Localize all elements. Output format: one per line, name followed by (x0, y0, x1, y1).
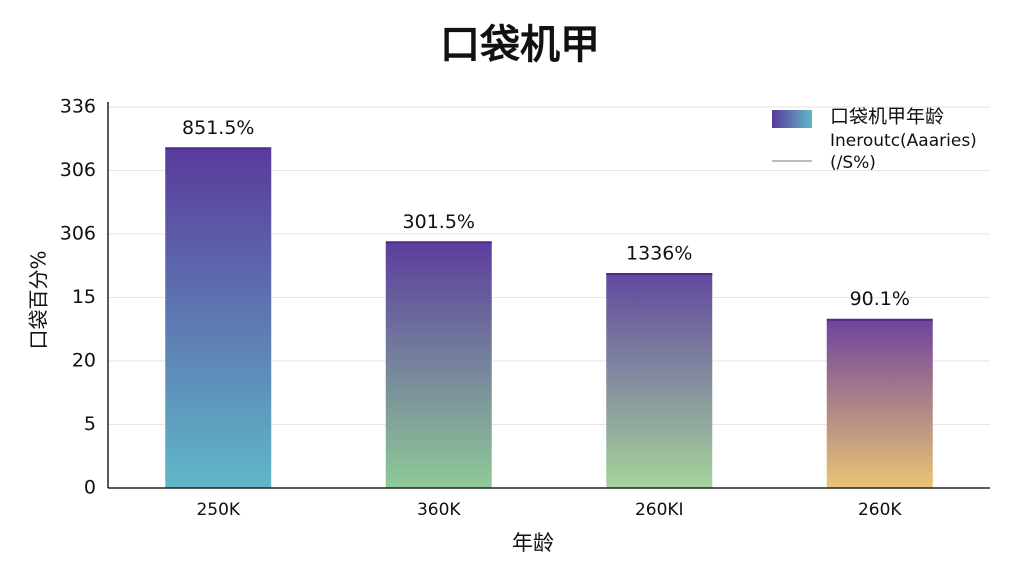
legend-swatch (772, 110, 812, 128)
bar (165, 148, 272, 488)
legend-label: 口袋机甲年龄 (830, 106, 944, 128)
data-label: 1336% (626, 243, 692, 265)
y-tick-label: 15 (72, 286, 96, 308)
y-tick-label: 306 (60, 159, 96, 181)
bar (606, 274, 713, 488)
legend-note: (/S%) (830, 153, 876, 173)
y-tick-label: 0 (84, 477, 96, 499)
x-tick-label: 250K (196, 500, 240, 520)
data-label: 90.1% (850, 288, 910, 310)
x-axis-label: 年龄 (512, 531, 554, 555)
y-tick-label: 5 (84, 413, 96, 435)
y-axis-label: 口袋百分% (27, 250, 51, 349)
legend-note: Ineroutc(Aaaries) (830, 131, 977, 151)
bar (826, 319, 933, 488)
bar (385, 242, 492, 488)
x-tick-label: 260K (858, 500, 902, 520)
x-tick-label: 360K (417, 500, 461, 520)
x-tick-label: 260KI (635, 500, 684, 520)
y-tick-label: 336 (60, 96, 96, 118)
y-tick-label: 20 (72, 350, 96, 372)
data-label: 851.5% (182, 117, 254, 139)
y-tick-label: 306 (60, 223, 96, 245)
data-label: 301.5% (403, 211, 475, 233)
chart-title: 口袋机甲 (440, 22, 600, 68)
